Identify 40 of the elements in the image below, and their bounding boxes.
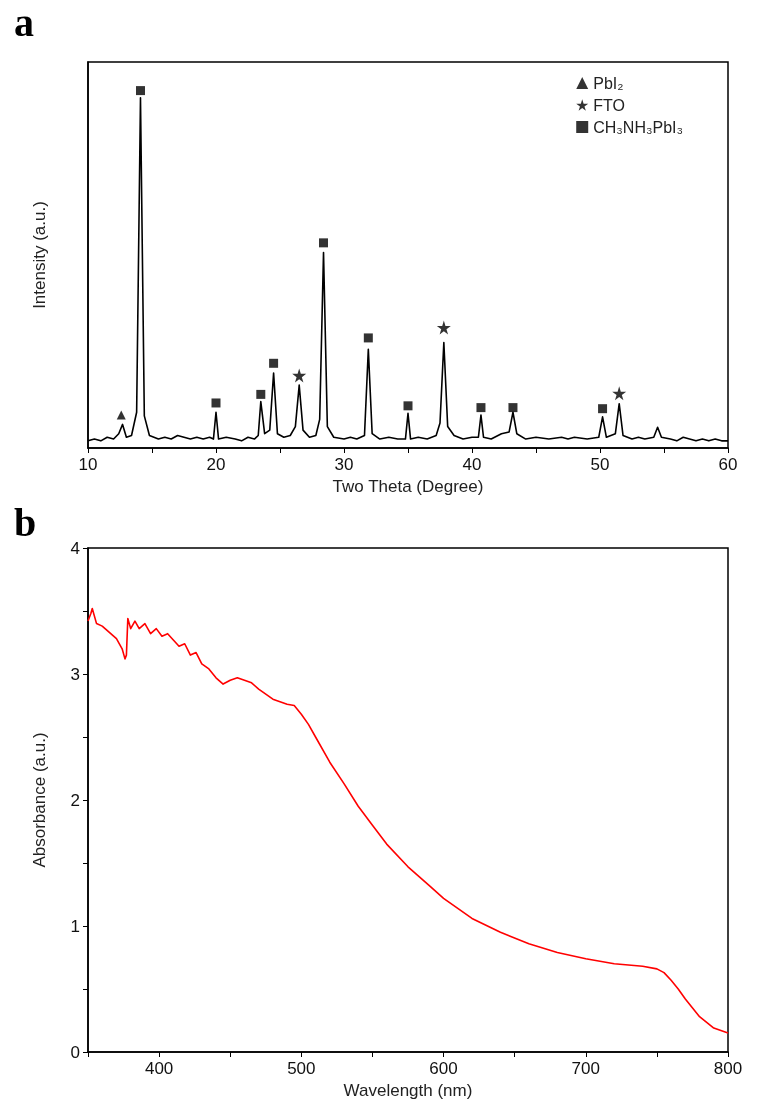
legend-label: CH₃NH₃PbI₃ bbox=[593, 118, 683, 136]
line-series bbox=[87, 607, 729, 1034]
x-tick-label: 20 bbox=[206, 455, 226, 474]
point bbox=[269, 358, 279, 368]
x-axis-title: Wavelength (nm) bbox=[343, 1081, 473, 1100]
point bbox=[292, 368, 307, 383]
point bbox=[319, 238, 329, 248]
point bbox=[436, 320, 451, 335]
legend-label: PbI₂ bbox=[593, 74, 624, 92]
legend-label: FTO bbox=[593, 96, 625, 114]
point bbox=[598, 404, 608, 414]
x-tick-label: 30 bbox=[334, 455, 354, 474]
point bbox=[135, 86, 145, 96]
y-axis-title: Intensity (a.u.) bbox=[30, 201, 49, 309]
y-tick-label: 2 bbox=[70, 790, 80, 810]
x-tick-label: 500 bbox=[287, 1059, 316, 1078]
y-tick-label: 4 bbox=[70, 538, 80, 558]
point bbox=[211, 398, 221, 408]
x-axis-title: Two Theta (Degree) bbox=[332, 477, 484, 496]
text: a bbox=[14, 0, 34, 45]
text: b bbox=[14, 499, 37, 545]
point bbox=[403, 401, 413, 411]
point bbox=[612, 386, 627, 401]
y-axis-title: Absorbance (a.u.) bbox=[30, 732, 49, 868]
point bbox=[256, 389, 266, 399]
x-tick-label: 60 bbox=[718, 455, 738, 474]
x-tick-label: 400 bbox=[144, 1059, 174, 1078]
point bbox=[476, 403, 486, 413]
point bbox=[363, 333, 373, 343]
point bbox=[116, 410, 126, 420]
point bbox=[508, 403, 518, 413]
x-tick-label: 40 bbox=[462, 455, 482, 474]
y-tick-label: 0 bbox=[70, 1042, 80, 1062]
y-tick-label: 3 bbox=[70, 664, 80, 684]
x-tick-label: 50 bbox=[590, 455, 610, 474]
y-tick-label: 1 bbox=[70, 916, 80, 936]
x-tick-label: 600 bbox=[429, 1059, 458, 1078]
x-tick-label: 800 bbox=[713, 1059, 743, 1078]
x-tick-label: 700 bbox=[571, 1059, 600, 1078]
x-tick-label: 10 bbox=[78, 455, 98, 474]
